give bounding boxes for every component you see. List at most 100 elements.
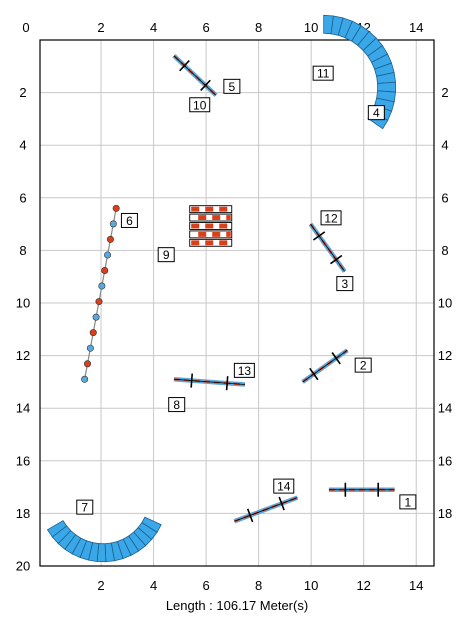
jump-obstacle — [301, 348, 349, 384]
weave-pole — [98, 282, 106, 290]
x-tick-bottom: 2 — [97, 578, 104, 593]
obstacle-number-box — [399, 494, 417, 510]
wall-brick — [205, 206, 214, 212]
jump-wing — [278, 496, 285, 511]
obstacle-number-7: 7 — [76, 499, 94, 515]
wall-brick — [226, 231, 231, 237]
obstacle-number-box — [336, 276, 354, 292]
wall-brick — [205, 240, 214, 246]
obstacle-number-box — [223, 78, 241, 94]
obstacle-number-box — [367, 105, 385, 121]
weave-pole — [104, 251, 112, 259]
tunnel-segment — [377, 81, 396, 93]
weave-pole — [101, 266, 109, 274]
obstacle-number-text: 3 — [341, 277, 348, 291]
weave-pole — [106, 235, 114, 243]
jump-wing — [246, 508, 254, 523]
wall-obstacle — [189, 205, 233, 247]
obstacle-number-2: 2 — [354, 357, 372, 373]
grid-lines — [40, 40, 434, 566]
x-tick-top: 10 — [304, 20, 318, 35]
obstacle-number-box — [354, 357, 372, 373]
obstacle-number-9: 9 — [157, 247, 175, 263]
obstacle-number-text: 10 — [193, 98, 207, 112]
obstacle-number-box — [76, 499, 94, 515]
course-border — [39, 39, 435, 567]
x-tick-top: 4 — [150, 20, 157, 35]
weave-pole — [84, 360, 92, 368]
obstacle-number-10: 10 — [189, 97, 211, 113]
x-tick-bottom: 8 — [255, 578, 262, 593]
weave-base — [84, 208, 117, 380]
obstacle-number-box — [189, 97, 211, 113]
obstacle-number-box — [120, 212, 138, 228]
jump-bar-center — [310, 223, 346, 272]
obstacle-number-text: 9 — [163, 248, 170, 262]
y-tick-right: 6 — [441, 190, 448, 205]
x-tick-bottom: 14 — [409, 578, 423, 593]
obstacle-number-box — [273, 478, 295, 494]
y-tick-left: 20 — [16, 559, 30, 574]
obstacle-number-12: 12 — [320, 210, 342, 226]
jump-wing — [312, 231, 326, 241]
jump-obstacle — [233, 495, 299, 524]
jump-bar-center — [234, 497, 298, 522]
weave-pole — [81, 375, 89, 383]
weave-pole — [92, 313, 100, 321]
x-axis-bottom-ticks: 2 4 6 8 10 12 14 — [97, 578, 423, 593]
obstacle-number-14: 14 — [273, 478, 295, 494]
y-tick-left: 6 — [19, 190, 26, 205]
obstacle-number-text: 11 — [317, 67, 330, 81]
jump-obstacle — [328, 482, 395, 497]
obstacle-number-box — [320, 210, 342, 226]
jump-wing — [225, 376, 229, 391]
obstacle-number-text: 8 — [173, 398, 180, 412]
weave-pole — [89, 329, 97, 337]
obstacle-number-text: 1 — [405, 495, 412, 509]
y-tick-left: 18 — [16, 506, 30, 521]
obstacle-number-4: 4 — [367, 105, 385, 121]
jump-wing — [179, 59, 190, 72]
wall-brick — [191, 223, 200, 229]
obstacle-number-11: 11 — [312, 65, 334, 81]
jump-wing — [331, 352, 341, 365]
y-tick-left: 10 — [16, 296, 30, 311]
jump-obstacle — [173, 373, 246, 391]
wall-brick — [226, 215, 231, 221]
y-tick-right: 2 — [441, 85, 448, 100]
obstacle-number-box — [233, 362, 255, 378]
obstacle-number-text: 7 — [81, 501, 88, 515]
course-length: Length : 106.17 Meter(s) — [165, 598, 309, 613]
wall-brick — [198, 215, 207, 221]
x-tick-bottom: 6 — [202, 578, 209, 593]
y-tick-right: 14 — [438, 401, 452, 416]
x-tick-bottom: 4 — [150, 578, 157, 593]
weave-pole — [112, 204, 120, 212]
tunnel-obstacle — [323, 14, 397, 130]
jump-wing — [190, 373, 194, 388]
jump-wing — [309, 367, 319, 381]
obstacle-number-6: 6 — [120, 212, 138, 228]
wall-brick — [205, 223, 214, 229]
weave-pole — [95, 298, 103, 306]
wall-row — [189, 230, 233, 239]
y-tick-right: 16 — [438, 453, 452, 468]
wall-brick — [212, 231, 221, 237]
wall-brick — [198, 231, 207, 237]
x-tick-top: 14 — [409, 20, 423, 35]
wall-brick — [219, 240, 228, 246]
y-tick-left: 8 — [19, 243, 26, 258]
x-tick-top: 8 — [255, 20, 262, 35]
y-tick-left: 12 — [16, 348, 30, 363]
y-tick-left: 4 — [19, 138, 26, 153]
y-tick-left: 14 — [16, 401, 30, 416]
obstacle-number-text: 2 — [360, 359, 367, 373]
obstacle-number-text: 4 — [373, 106, 380, 120]
obstacle-number-text: 12 — [324, 211, 338, 225]
obstacle-number-text: 13 — [238, 364, 252, 378]
wall-brick — [191, 206, 200, 212]
obstacle-number-box — [168, 397, 186, 413]
y-tick-left: 16 — [16, 453, 30, 468]
obstacle-number-text: 14 — [277, 480, 291, 494]
